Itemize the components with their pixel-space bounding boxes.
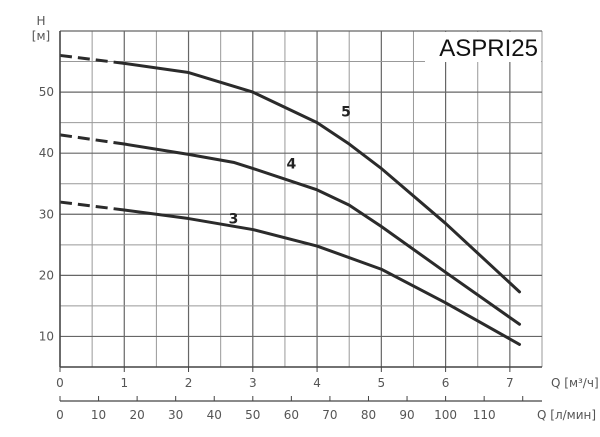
title-background <box>425 32 541 62</box>
y-axis-label: H <box>36 14 45 28</box>
x2-tick-label: 50 <box>245 408 260 422</box>
x2-tick-label: 10 <box>91 408 106 422</box>
x-tick-label: 2 <box>185 376 193 390</box>
x2-tick-label: 0 <box>56 408 64 422</box>
axes: 0 1 2 3 4 5 6 7 10 20 30 40 50 0 10 20 30 40 50 60 70 80 90 100… <box>39 31 542 422</box>
curve-label-3: 3 <box>229 211 239 227</box>
chart-title: ASPRI25 <box>439 35 538 62</box>
x-axis-label: Q [м³/ч] <box>551 376 599 390</box>
y-axis-unit: [м] <box>32 29 50 43</box>
x-tick-label: 3 <box>249 376 257 390</box>
grid <box>59 30 543 368</box>
x2-tick-label: 100 <box>434 408 457 422</box>
x-tick-label: 7 <box>506 376 514 390</box>
x2-tick-label: 110 <box>473 408 496 422</box>
y-tick-label: 40 <box>39 146 54 160</box>
x2-tick-label: 60 <box>284 408 299 422</box>
curve-4 <box>122 142 522 326</box>
x-tick-label: 5 <box>378 376 386 390</box>
y-tick-label: 10 <box>39 329 54 343</box>
x2-tick-label: 40 <box>207 408 222 422</box>
x2-axis-label: Q [л/мин] <box>537 408 596 422</box>
curve-3-dashed <box>59 200 125 212</box>
curve-5-dashed <box>59 53 125 65</box>
x2-tick-label: 20 <box>129 408 144 422</box>
x2-tick-label: 70 <box>322 408 337 422</box>
curve-4-dashed <box>59 133 125 146</box>
x-tick-label: 6 <box>442 376 450 390</box>
curves: 5 4 3 <box>59 53 522 346</box>
x2-tick-label: 80 <box>361 408 376 422</box>
curve-3 <box>122 208 522 346</box>
curve-label-4: 4 <box>286 156 296 172</box>
y-tick-label: 30 <box>39 207 54 221</box>
curve-label-5: 5 <box>341 105 351 121</box>
x-tick-label: 0 <box>56 376 64 390</box>
y-tick-label: 20 <box>39 268 54 282</box>
x-tick-label: 1 <box>120 376 128 390</box>
x2-tick-label: 30 <box>168 408 183 422</box>
x2-tick-label: 90 <box>399 408 414 422</box>
curve-5 <box>122 61 522 294</box>
x-tick-label: 4 <box>313 376 321 390</box>
y-tick-label: 50 <box>39 85 54 99</box>
